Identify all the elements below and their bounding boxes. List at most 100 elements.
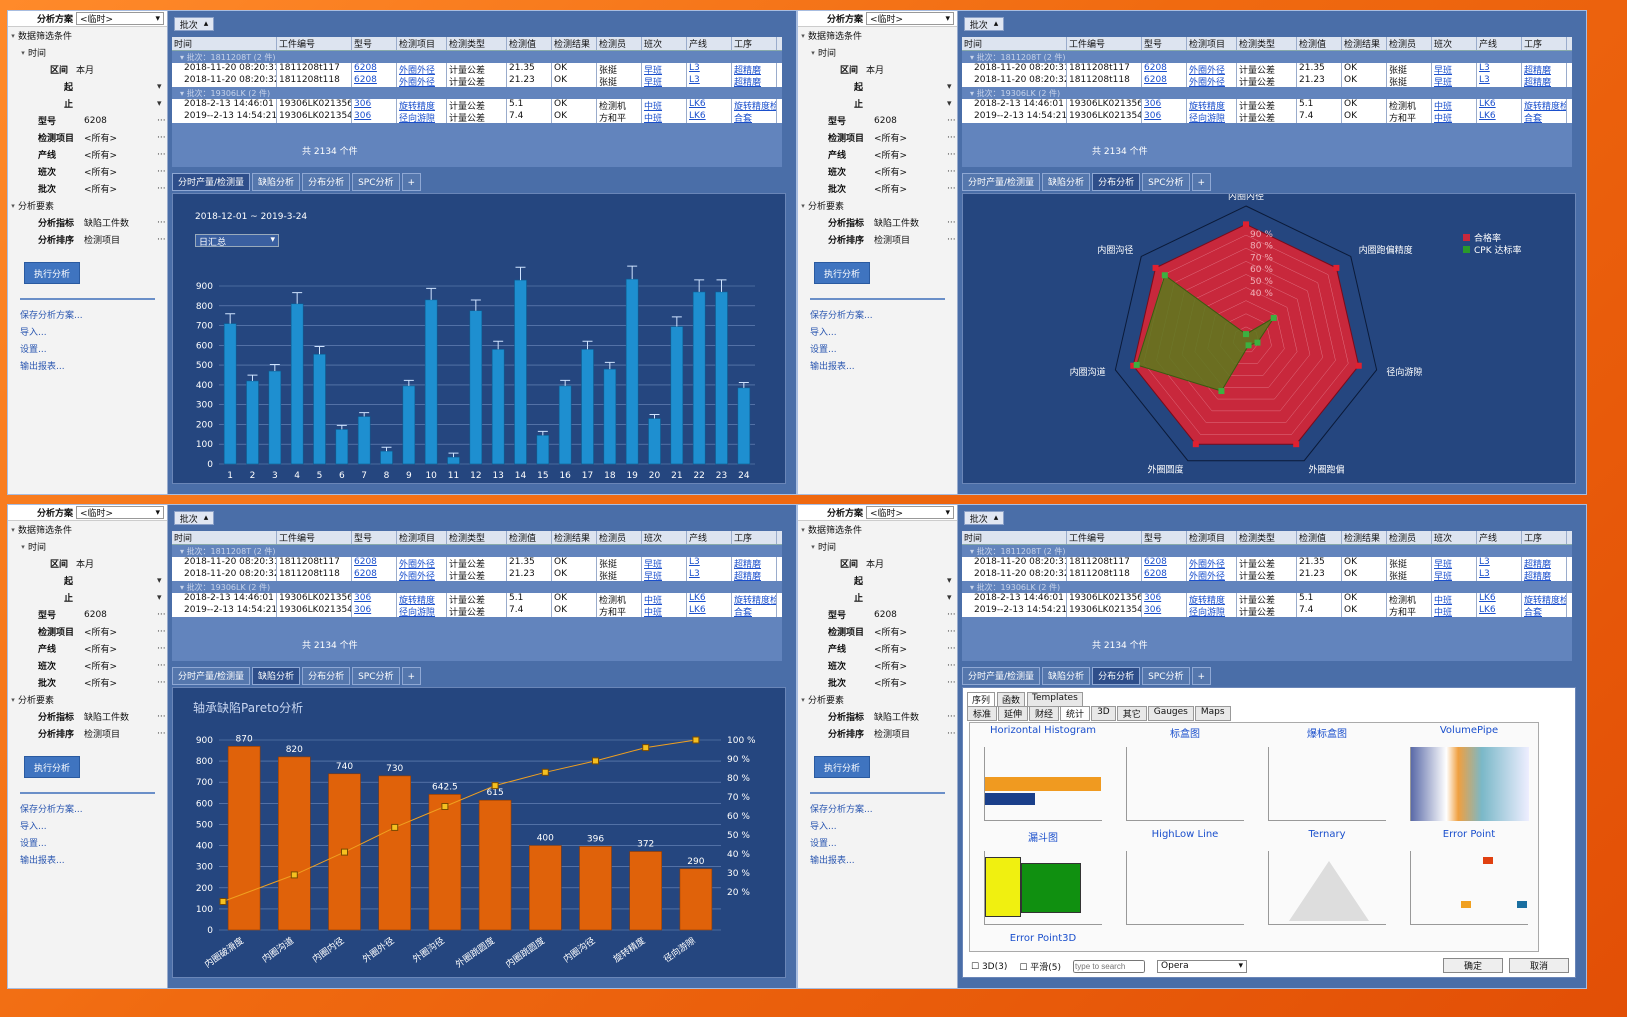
column-header[interactable]: 检测类型 bbox=[447, 37, 507, 50]
gallery-item-title[interactable]: Error Point3D bbox=[1009, 933, 1077, 944]
tab-3[interactable]: SPC分析 bbox=[352, 173, 400, 191]
batch-group-chip[interactable]: 批次 ▴ bbox=[964, 511, 1004, 525]
metric-value[interactable]: 缺陷工件数 bbox=[874, 713, 920, 723]
table-cell[interactable]: 旋转精度 bbox=[1187, 593, 1237, 605]
table-row[interactable]: 2019--2-13 14:54:21 19306LK021354 306 径向游隙计… bbox=[962, 111, 1572, 123]
line-value[interactable]: <所有> bbox=[84, 645, 118, 655]
table-cell[interactable]: 早班 bbox=[642, 63, 687, 75]
column-header[interactable]: 班次 bbox=[1432, 37, 1477, 50]
batch-value[interactable]: <所有> bbox=[874, 679, 908, 689]
table-cell[interactable]: LK6 bbox=[687, 605, 732, 617]
table-cell[interactable]: L3 bbox=[687, 557, 732, 569]
pass-point[interactable] bbox=[1293, 441, 1300, 448]
interval-value[interactable]: 本月 bbox=[76, 66, 95, 76]
collapse-icon[interactable]: ▾ bbox=[11, 695, 15, 704]
tab-4[interactable]: + bbox=[401, 173, 422, 191]
cumulative-point[interactable] bbox=[391, 823, 399, 831]
more-icon[interactable]: ··· bbox=[157, 643, 166, 654]
gallery-thumbnail[interactable] bbox=[1126, 851, 1244, 925]
table-cell[interactable]: 超精磨 bbox=[1522, 63, 1567, 75]
table-cell[interactable]: L3 bbox=[1477, 75, 1522, 87]
more-icon[interactable]: ··· bbox=[947, 115, 956, 126]
group-row[interactable]: ▾ 批次：19306LK (2 件) bbox=[172, 87, 782, 99]
column-header[interactable]: 检测值 bbox=[1297, 37, 1342, 50]
table-cell[interactable]: 中班 bbox=[642, 99, 687, 111]
collapse-icon[interactable]: ▾ bbox=[21, 542, 25, 551]
column-header[interactable]: 工件编号 bbox=[277, 531, 352, 544]
more-icon[interactable]: ··· bbox=[947, 217, 956, 228]
gallery-subtab[interactable]: 延伸 bbox=[998, 706, 1029, 721]
more-icon[interactable]: ··· bbox=[947, 626, 956, 637]
column-header[interactable]: 工件编号 bbox=[1067, 531, 1142, 544]
more-icon[interactable]: ··· bbox=[947, 711, 956, 722]
cumulative-point[interactable] bbox=[541, 768, 549, 776]
bar[interactable] bbox=[268, 370, 282, 465]
table-cell[interactable]: 旋转精度检 bbox=[732, 99, 777, 111]
more-icon[interactable]: ··· bbox=[947, 234, 956, 245]
table-cell[interactable]: 306 bbox=[352, 111, 397, 123]
column-header[interactable]: 班次 bbox=[642, 37, 687, 50]
tab-1[interactable]: 缺陷分析 bbox=[252, 667, 301, 685]
table-row[interactable]: 2018-2-13 14:46:01 19306LK021356 306 旋转精度 计量… bbox=[962, 99, 1572, 111]
more-icon[interactable]: ··· bbox=[157, 728, 166, 739]
link-1[interactable]: 导入... bbox=[20, 822, 47, 832]
column-header[interactable]: 时间 bbox=[172, 37, 277, 50]
table-cell[interactable]: 径向游隙 bbox=[397, 605, 447, 617]
scheme-select[interactable]: <临时> ▾ bbox=[76, 12, 164, 25]
metric-value[interactable]: 缺陷工件数 bbox=[84, 713, 130, 723]
table-cell[interactable]: 早班 bbox=[1432, 63, 1477, 75]
column-header[interactable]: 检测员 bbox=[597, 531, 642, 544]
table-cell[interactable]: 外圈外径 bbox=[397, 75, 447, 87]
table-cell[interactable]: 合套 bbox=[732, 605, 777, 617]
sort-value[interactable]: 检测项目 bbox=[84, 730, 121, 740]
more-icon[interactable]: ··· bbox=[157, 115, 166, 126]
scheme-select[interactable]: <临时> ▾ bbox=[866, 506, 954, 519]
table-row[interactable]: 2019--2-13 14:54:21 19306LK021354 306 径向游隙计… bbox=[962, 605, 1572, 617]
more-icon[interactable]: ··· bbox=[947, 643, 956, 654]
table-row[interactable]: 2018-11-20 08:20:32 1811208t118 6208 外圈外径 计量… bbox=[962, 75, 1572, 87]
table-cell[interactable]: LK6 bbox=[1477, 111, 1522, 123]
pass-point[interactable] bbox=[1243, 221, 1249, 228]
table-cell[interactable]: 306 bbox=[1142, 99, 1187, 111]
tab-0[interactable]: 分时产量/检测量 bbox=[172, 667, 251, 685]
table-cell[interactable]: LK6 bbox=[1477, 593, 1522, 605]
more-icon[interactable]: ··· bbox=[947, 132, 956, 143]
bar[interactable] bbox=[313, 353, 326, 465]
gallery-item-title[interactable]: HighLow Line bbox=[1151, 829, 1219, 840]
bar[interactable] bbox=[357, 416, 371, 465]
model-value[interactable]: 6208 bbox=[874, 115, 897, 126]
tab-0[interactable]: 分时产量/检测量 bbox=[962, 173, 1041, 191]
table-cell[interactable]: 早班 bbox=[1432, 569, 1477, 581]
line-value[interactable]: <所有> bbox=[874, 645, 908, 655]
more-icon[interactable]: ··· bbox=[947, 660, 956, 671]
more-icon[interactable]: ··· bbox=[947, 183, 956, 194]
table-cell[interactable]: 早班 bbox=[1432, 557, 1477, 569]
table-cell[interactable]: 早班 bbox=[642, 569, 687, 581]
bar[interactable] bbox=[581, 348, 594, 465]
table-cell[interactable]: 超精磨 bbox=[732, 569, 777, 581]
table-cell[interactable]: 中班 bbox=[1432, 593, 1477, 605]
column-header[interactable]: 检测值 bbox=[507, 37, 552, 50]
bar[interactable] bbox=[428, 794, 462, 931]
column-header[interactable]: 产线 bbox=[1477, 531, 1522, 544]
table-cell[interactable]: 旋转精度检 bbox=[1522, 99, 1567, 111]
group-row[interactable]: ▾ 批次：19306LK (2 件) bbox=[962, 87, 1572, 99]
table-cell[interactable]: 306 bbox=[352, 593, 397, 605]
column-header[interactable]: 检测项目 bbox=[1187, 37, 1237, 50]
metric-value[interactable]: 缺陷工件数 bbox=[874, 219, 920, 229]
table-cell[interactable]: 超精磨 bbox=[732, 75, 777, 87]
more-icon[interactable]: ··· bbox=[157, 149, 166, 160]
dropdown-icon[interactable]: ▾ bbox=[947, 592, 952, 603]
gallery-thumbnail[interactable] bbox=[1410, 851, 1528, 925]
table-cell[interactable]: 外圈外径 bbox=[1187, 557, 1237, 569]
dropdown-icon[interactable]: ▾ bbox=[947, 575, 952, 586]
table-row[interactable]: 2018-11-20 08:20:31 1811208t117 6208 外圈外径 计量… bbox=[962, 557, 1572, 569]
more-icon[interactable]: ··· bbox=[947, 149, 956, 160]
smooth-checkbox[interactable]: ☐ 平滑(5) bbox=[1019, 963, 1062, 973]
gallery-tab[interactable]: 序列 bbox=[967, 692, 996, 707]
sort-value[interactable]: 检测项目 bbox=[874, 236, 911, 246]
link-3[interactable]: 输出报表... bbox=[20, 856, 65, 866]
shift-value[interactable]: <所有> bbox=[874, 662, 908, 672]
table-cell[interactable]: 合套 bbox=[1522, 111, 1567, 123]
link-1[interactable]: 导入... bbox=[810, 328, 837, 338]
